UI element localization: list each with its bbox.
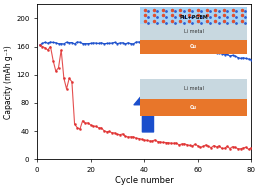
Y-axis label: Capacity (mAh g⁻¹): Capacity (mAh g⁻¹) <box>4 45 13 119</box>
FancyArrowPatch shape <box>134 88 162 132</box>
X-axis label: Cycle number: Cycle number <box>115 176 174 185</box>
